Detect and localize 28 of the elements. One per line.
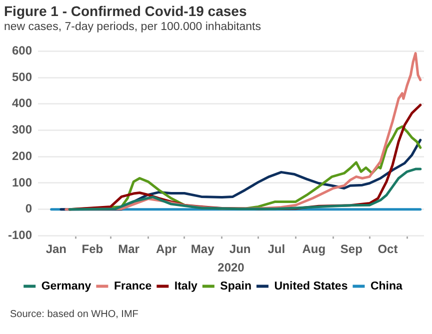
- x-axis-title: 2020: [218, 260, 245, 275]
- y-tick-label: 400: [12, 96, 32, 110]
- y-tick-label: 500: [12, 70, 32, 84]
- x-tick-label: Jul: [268, 242, 286, 256]
- legend-label: France: [114, 280, 152, 292]
- x-tick-label: Feb: [82, 242, 104, 256]
- legend-label: Germany: [41, 280, 92, 292]
- source-note: Source: based on WHO, IMF: [10, 309, 138, 320]
- x-tick-label: May: [190, 242, 215, 256]
- x-tick-label: Jan: [46, 242, 67, 256]
- y-tick-label: 0: [25, 202, 32, 216]
- x-tick-label: Apr: [156, 242, 177, 256]
- y-tick-label: 200: [12, 148, 32, 163]
- y-tick-label: 100: [12, 175, 32, 190]
- legend-label: United States: [274, 280, 348, 292]
- x-tick-label: Oct: [378, 242, 398, 256]
- legend-label: China: [370, 280, 404, 292]
- chart-title: Figure 1 - Confirmed Covid-19 cases: [4, 3, 247, 19]
- y-tick-label: -100: [8, 228, 32, 242]
- y-tick-label: 600: [12, 44, 32, 58]
- chart-subtitle: new cases, 7-day periods, per 100.000 inhabitants: [4, 21, 261, 33]
- x-tick-label: Sep: [340, 242, 362, 256]
- x-tick-label: Aug: [302, 242, 326, 256]
- legend-label: Spain: [220, 280, 252, 292]
- y-tick-label: 300: [12, 122, 32, 137]
- legend-label: Italy: [174, 280, 198, 292]
- x-tick-label: Mar: [118, 242, 140, 256]
- x-tick-label: Jun: [229, 242, 251, 256]
